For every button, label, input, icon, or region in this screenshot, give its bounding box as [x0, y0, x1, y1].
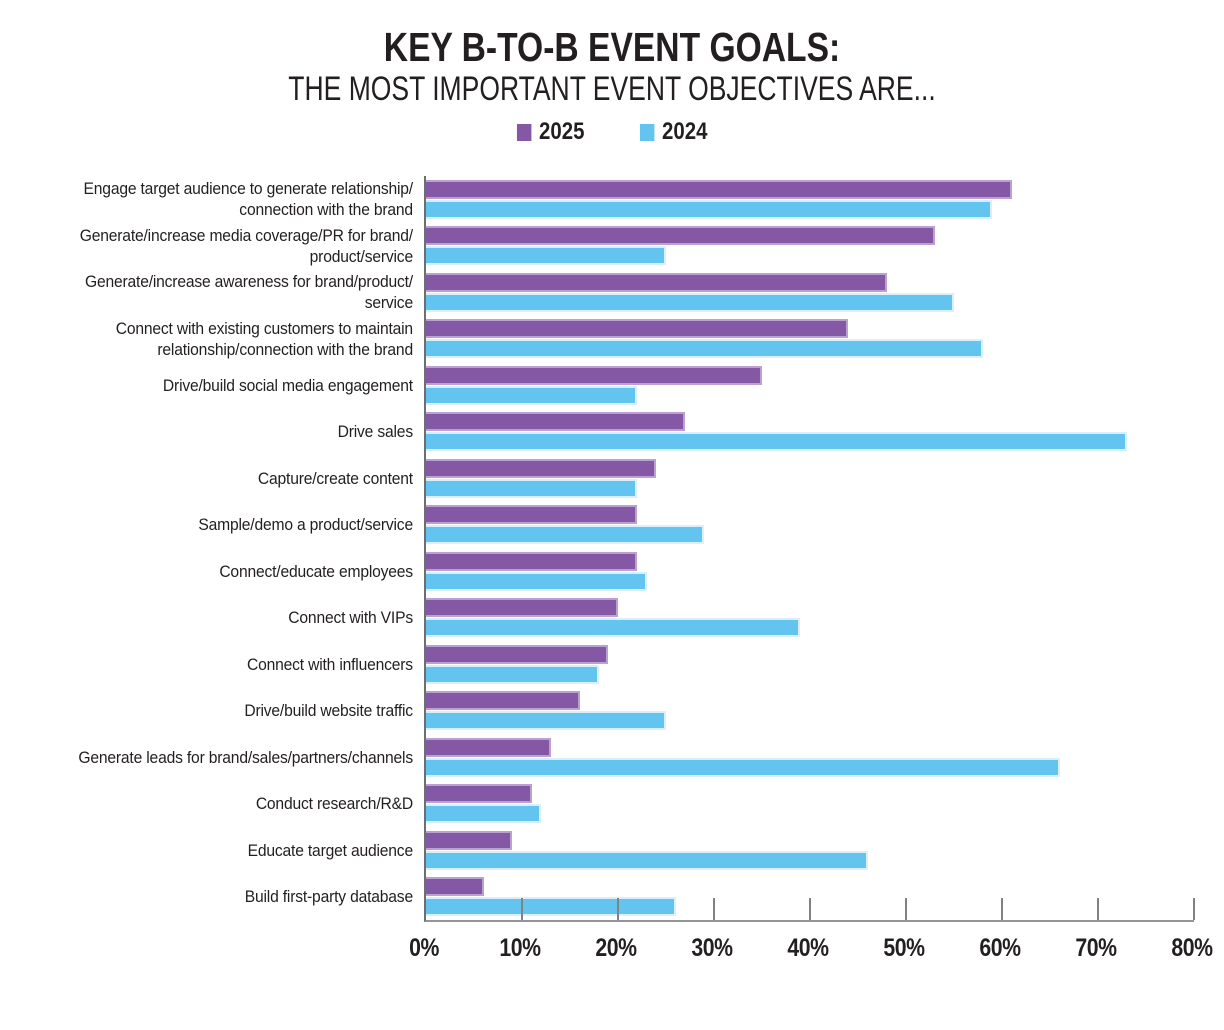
bar-row: [426, 688, 1194, 735]
plot-area: [424, 176, 1195, 922]
category-label: Sample/demo a product/service: [198, 515, 413, 535]
axis-tick: [809, 898, 811, 920]
axis-tick: [1193, 898, 1195, 920]
bar-2024: [426, 897, 676, 916]
category-label: Drive sales: [337, 422, 414, 442]
chart-header: KEY B-TO-B EVENT GOALS: THE MOST IMPORTA…: [0, 24, 1224, 108]
bar-row: [426, 269, 1194, 316]
bar-2025: [426, 784, 532, 803]
category-label: Generate/increase awareness for brand/pr…: [84, 272, 413, 313]
category-label: Connect with VIPs: [288, 608, 413, 628]
x-axis-tick-label: 30%: [691, 934, 733, 962]
bar-row: [426, 502, 1194, 549]
bar-2025: [426, 598, 618, 617]
x-axis-tick-label: 60%: [979, 934, 1021, 962]
axis-tick: [1097, 898, 1099, 920]
category-label: Generate leads for brand/sales/partners/…: [78, 747, 413, 767]
bar-2025: [426, 365, 762, 385]
legend-label: 2025: [538, 118, 585, 145]
category-label: Connect with existing customers to maint…: [115, 318, 413, 359]
legend: 2025 2024: [0, 118, 1224, 146]
x-axis-tick-label: 80%: [1171, 934, 1213, 962]
chart-subtitle: THE MOST IMPORTANT EVENT OBJECTIVES ARE.…: [288, 70, 936, 108]
bar-2025: [426, 458, 657, 478]
x-axis-tick-label: 0%: [409, 934, 439, 962]
category-label: Generate/increase media coverage/PR for …: [79, 225, 413, 266]
bar-2024: [426, 757, 1060, 777]
bar-2024: [426, 339, 983, 358]
bar-2024: [426, 199, 993, 219]
legend-swatch-2024: [639, 123, 655, 141]
bar-2024: [426, 525, 705, 544]
bar-row: [426, 409, 1194, 456]
axis-tick: [713, 898, 715, 920]
category-labels-column: Engage target audience to generate relat…: [28, 176, 424, 920]
bar-row: [426, 734, 1194, 781]
category-label: Capture/create content: [257, 468, 413, 488]
category-label: Engage target audience to generate relat…: [83, 179, 414, 220]
bar-row: [426, 176, 1194, 223]
category-label: Build first-party database: [244, 887, 413, 907]
bar-row: [426, 455, 1194, 502]
bar-2024: [426, 664, 599, 684]
bar-row: [426, 874, 1194, 921]
x-axis-tick-label: 70%: [1075, 934, 1117, 962]
bar-2025: [426, 505, 638, 524]
bar-row: [426, 316, 1194, 363]
bar-row: [426, 548, 1194, 595]
bar-2024: [426, 804, 542, 823]
chart-title: KEY B-TO-B EVENT GOALS:: [383, 24, 841, 70]
bar-2025: [426, 226, 935, 245]
bar-2025: [426, 412, 686, 431]
bar-2024: [426, 850, 868, 870]
bar-2025: [426, 737, 551, 757]
legend-item-2024: 2024: [639, 118, 708, 146]
legend-label: 2024: [662, 118, 708, 145]
axis-tick: [905, 898, 907, 920]
category-label: Connect with influencers: [246, 654, 413, 674]
x-axis-tick-label: 20%: [595, 934, 637, 962]
bar-row: [426, 223, 1194, 270]
x-axis-labels: 0% 10% 20% 30% 40% 50% 60% 70% 80%: [409, 934, 1213, 966]
bar-2025: [426, 319, 849, 338]
bar-2025: [426, 644, 609, 664]
category-label: Connect/educate employees: [219, 561, 413, 581]
category-label: Conduct research/R&D: [255, 794, 413, 814]
bar-2024: [426, 385, 638, 405]
axis-tick: [617, 898, 619, 920]
axis-tick: [521, 898, 523, 920]
category-label: Drive/build website traffic: [244, 701, 413, 721]
bar-2024: [426, 571, 647, 591]
bar-2024: [426, 292, 954, 312]
x-axis-tick-label: 10%: [499, 934, 541, 962]
bar-row: [426, 641, 1194, 688]
category-label: Drive/build social media engagement: [162, 375, 413, 395]
bar-2025: [426, 551, 638, 571]
bar-2024: [426, 618, 801, 637]
bar-2024: [426, 711, 666, 730]
bar-2025: [426, 272, 887, 292]
legend-swatch-2025: [516, 123, 532, 141]
legend-item-2025: 2025: [516, 118, 585, 146]
bar-2025: [426, 877, 484, 896]
bar-2024: [426, 432, 1127, 451]
axis-tick: [1001, 898, 1003, 920]
bar-row: [426, 781, 1194, 828]
x-axis-tick-label: 50%: [883, 934, 925, 962]
bar-row: [426, 362, 1194, 409]
bar-2025: [426, 179, 1012, 199]
bar-2024: [426, 478, 638, 498]
bar-2024: [426, 246, 666, 265]
x-axis-tick-label: 40%: [787, 934, 829, 962]
category-label: Educate target audience: [247, 840, 414, 860]
bar-2025: [426, 691, 580, 710]
bar-row: [426, 827, 1194, 874]
bar-2025: [426, 830, 513, 850]
bar-row: [426, 595, 1194, 642]
